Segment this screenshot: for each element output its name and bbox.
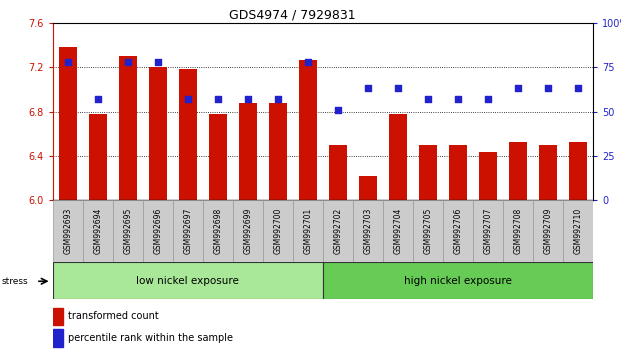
Point [543, 86, 553, 91]
Text: GSM992696: GSM992696 [153, 208, 162, 254]
Text: GSM992706: GSM992706 [453, 208, 463, 254]
Bar [53, 308, 63, 325]
Text: GSM992702: GSM992702 [333, 208, 342, 254]
Text: transformed count: transformed count [68, 312, 158, 321]
Text: GSM992700: GSM992700 [273, 208, 283, 254]
Bar [143, 200, 173, 262]
Point [513, 86, 523, 91]
Bar [323, 200, 353, 262]
Point [573, 86, 583, 91]
Bar [239, 103, 257, 200]
Text: GSM992698: GSM992698 [214, 208, 222, 254]
Bar [53, 200, 83, 262]
Bar [113, 200, 143, 262]
Text: GSM992693: GSM992693 [63, 208, 72, 254]
Bar [449, 145, 467, 200]
Point [213, 96, 223, 102]
Point [333, 107, 343, 113]
Bar [83, 200, 113, 262]
Text: GSM992703: GSM992703 [363, 208, 373, 254]
Point [153, 59, 163, 65]
Bar [203, 200, 233, 262]
Bar [323, 262, 593, 299]
Bar [263, 200, 293, 262]
Bar [119, 56, 137, 200]
Bar [359, 176, 377, 200]
Bar [509, 143, 527, 200]
Bar [89, 114, 107, 200]
Bar [389, 114, 407, 200]
Text: high nickel exposure: high nickel exposure [404, 275, 512, 286]
Bar [179, 69, 197, 200]
Text: GSM992709: GSM992709 [543, 208, 553, 254]
Text: GSM992695: GSM992695 [124, 208, 132, 254]
Point [93, 96, 103, 102]
Text: low nickel exposure: low nickel exposure [137, 275, 239, 286]
Text: percentile rank within the sample: percentile rank within the sample [68, 333, 233, 343]
Point [393, 86, 403, 91]
Text: GSM992699: GSM992699 [243, 208, 252, 254]
Bar [383, 200, 413, 262]
Point [243, 96, 253, 102]
Text: GSM992710: GSM992710 [574, 208, 582, 254]
Bar [53, 329, 63, 347]
Bar [473, 200, 503, 262]
Bar [209, 114, 227, 200]
Text: GSM992701: GSM992701 [304, 208, 312, 254]
Text: GSM992694: GSM992694 [93, 208, 102, 254]
Text: GSM992697: GSM992697 [183, 208, 193, 254]
Point [273, 96, 283, 102]
Bar [539, 145, 557, 200]
Bar [173, 200, 203, 262]
Text: stress: stress [1, 277, 28, 286]
Bar [293, 200, 323, 262]
Text: GSM992705: GSM992705 [424, 208, 432, 254]
Text: GDS4974 / 7929831: GDS4974 / 7929831 [229, 9, 355, 22]
Bar [419, 145, 437, 200]
Bar [533, 200, 563, 262]
Text: GSM992707: GSM992707 [484, 208, 492, 254]
Bar [329, 145, 347, 200]
Bar [149, 67, 167, 200]
Text: GSM992704: GSM992704 [394, 208, 402, 254]
Bar [59, 47, 77, 200]
Point [63, 59, 73, 65]
Point [183, 96, 193, 102]
Bar [233, 200, 263, 262]
Bar [269, 103, 287, 200]
Bar [569, 143, 587, 200]
Bar [563, 200, 593, 262]
Bar [299, 59, 317, 200]
Bar [353, 200, 383, 262]
Point [423, 96, 433, 102]
Bar [479, 153, 497, 200]
Point [483, 96, 493, 102]
Point [363, 86, 373, 91]
Text: GSM992708: GSM992708 [514, 208, 522, 254]
Bar [443, 200, 473, 262]
Point [123, 59, 133, 65]
Bar [53, 262, 323, 299]
Point [453, 96, 463, 102]
Bar [503, 200, 533, 262]
Bar [413, 200, 443, 262]
Point [303, 59, 313, 65]
